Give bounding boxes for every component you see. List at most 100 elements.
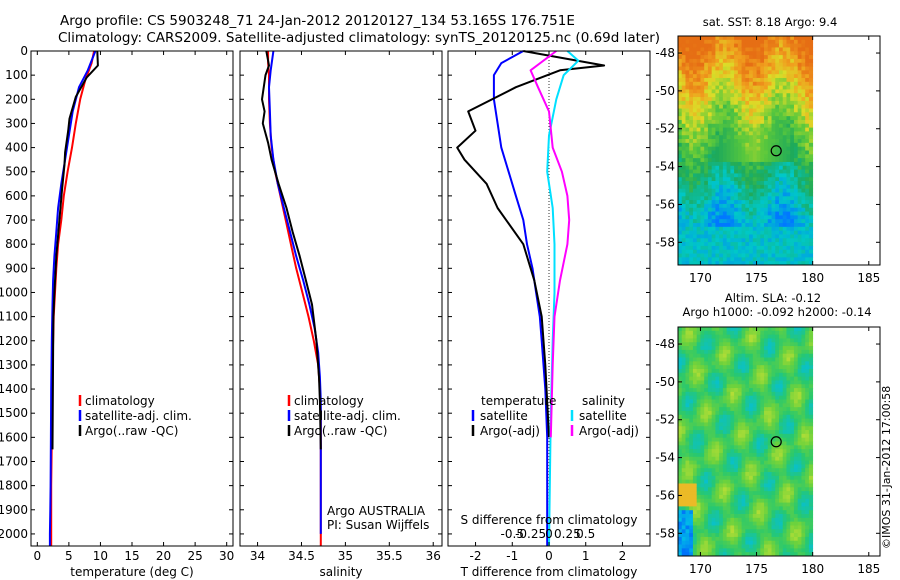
y-tick-label: 400 bbox=[5, 141, 28, 155]
float-position-marker bbox=[770, 436, 782, 448]
map-frame bbox=[677, 326, 881, 557]
legend-label: Argo(-adj) bbox=[480, 424, 540, 438]
map-title: sat. SST: 8.18 Argo: 9.4 bbox=[703, 15, 838, 29]
y-tick-label: 600 bbox=[5, 189, 28, 203]
panel-temperature: 0 100 200 300 400 500 600 700 800 900 1000 1100 1200… bbox=[0, 44, 234, 579]
legend-title: salinity bbox=[582, 394, 625, 408]
y-tick-label: 1700 bbox=[0, 454, 28, 468]
x-axis-label: salinity bbox=[319, 565, 362, 579]
y-tick-label: 1100 bbox=[0, 310, 28, 324]
x-tick-label: 180 bbox=[801, 562, 824, 576]
x-tick-label: 5 bbox=[65, 549, 73, 563]
x-tick-label: 34 bbox=[250, 549, 265, 563]
legend-label: climatology bbox=[85, 394, 155, 408]
x-tick-label: 35.5 bbox=[376, 549, 403, 563]
map-subtitle: Argo h1000: -0.092 h2000: -0.14 bbox=[682, 305, 871, 319]
y-tick-label: 1000 bbox=[0, 285, 28, 299]
series-climatology bbox=[267, 51, 322, 546]
panel-sst_map: 170 175 180 185 -48 -50 -52 -54 -56 -58 sat. SST: … bbox=[655, 15, 881, 285]
y-tick-label: -48 bbox=[655, 337, 675, 351]
series-climatology bbox=[50, 50, 96, 546]
x-axis-label: T difference from climatology bbox=[460, 565, 638, 579]
x-tick-label: 180 bbox=[801, 271, 824, 285]
x-tick-label: 170 bbox=[689, 562, 712, 576]
legend-label: Argo(-adj) bbox=[579, 424, 639, 438]
y-tick-label: 1500 bbox=[0, 406, 28, 420]
plot-frame bbox=[239, 50, 443, 547]
legend-label: Argo(..raw -QC) bbox=[85, 424, 178, 438]
y-tick-label: 900 bbox=[5, 261, 28, 275]
x-tick-label: 1 bbox=[582, 549, 590, 563]
x-tick-label: 36 bbox=[426, 549, 441, 563]
x-tick-label: 170 bbox=[689, 271, 712, 285]
y-tick-label: 1800 bbox=[0, 479, 28, 493]
float-position-marker bbox=[770, 145, 782, 157]
s-axis-label: S difference from climatology bbox=[461, 513, 638, 527]
x-tick-label: 30 bbox=[219, 549, 234, 563]
legend-label: climatology bbox=[294, 394, 364, 408]
heatmap-cells bbox=[678, 327, 814, 557]
y-tick-label: -54 bbox=[655, 160, 675, 174]
s-tick-label: 0.25 bbox=[554, 527, 581, 541]
y-tick-label: 500 bbox=[5, 165, 28, 179]
s-tick-label: 0 bbox=[545, 527, 553, 541]
s-tick-label: 0.5 bbox=[576, 527, 595, 541]
x-tick-label: 25 bbox=[187, 549, 202, 563]
annotation-text: PI: Susan Wijffels bbox=[327, 518, 429, 532]
y-tick-label: -50 bbox=[655, 84, 675, 98]
y-tick-label: -52 bbox=[655, 413, 675, 427]
x-tick-label: 175 bbox=[745, 271, 768, 285]
y-tick-label: 1900 bbox=[0, 503, 28, 517]
x-tick-label: 185 bbox=[857, 271, 880, 285]
y-tick-label: 300 bbox=[5, 116, 28, 130]
panel-differences: -2 -1 0 1 2 T difference from climatology -0.5… bbox=[447, 50, 651, 579]
header-line-1: Argo profile: CS 5903248_71 24-Jan-2012 … bbox=[60, 13, 575, 29]
x-tick-label: -2 bbox=[470, 549, 482, 563]
series-satellite bbox=[546, 50, 580, 547]
heatmap-cells bbox=[678, 36, 814, 266]
y-tick-label: 800 bbox=[5, 237, 28, 251]
map-title: Altim. SLA: -0.12 bbox=[725, 291, 821, 305]
x-tick-label: 10 bbox=[93, 549, 108, 563]
series-satellite-adj-clim- bbox=[48, 50, 97, 546]
y-tick-label: 1400 bbox=[0, 382, 28, 396]
x-tick-label: 0 bbox=[33, 549, 41, 563]
y-tick-label: -52 bbox=[655, 122, 675, 136]
legend-label: satellite bbox=[579, 409, 627, 423]
x-axis-label: temperature (deg C) bbox=[70, 565, 193, 579]
annotation-text: Argo AUSTRALIA bbox=[327, 504, 426, 518]
y-tick-label: 700 bbox=[5, 213, 28, 227]
y-tick-label: 100 bbox=[5, 68, 28, 82]
y-tick-label: 1300 bbox=[0, 358, 28, 372]
x-tick-label: 15 bbox=[124, 549, 139, 563]
y-tick-label: 1600 bbox=[0, 430, 28, 444]
x-tick-label: 20 bbox=[156, 549, 171, 563]
imos-watermark: ©IMOS 31-Jan-2012 17:00:58 bbox=[880, 386, 893, 549]
y-tick-label: -58 bbox=[655, 526, 675, 540]
legend-label: satellite bbox=[480, 409, 528, 423]
x-tick-label: 2 bbox=[619, 549, 627, 563]
legend-label: Argo(..raw -QC) bbox=[294, 424, 387, 438]
x-tick-label: 185 bbox=[857, 562, 880, 576]
x-tick-label: 34.5 bbox=[288, 549, 315, 563]
plot-frame bbox=[30, 50, 234, 547]
y-tick-label: -56 bbox=[655, 488, 675, 502]
panel-salinity: 34 34.5 35 35.5 36 salinity climatologysatelli… bbox=[239, 50, 443, 579]
y-tick-label: -58 bbox=[655, 235, 675, 249]
header-line-2: Climatology: CARS2009. Satellite-adjuste… bbox=[58, 30, 660, 46]
series-argo-raw-qc- bbox=[51, 50, 99, 450]
series-argo-adj- bbox=[529, 50, 571, 438]
series-satellite-adj-clim- bbox=[268, 50, 322, 534]
x-tick-label: 35 bbox=[338, 549, 353, 563]
y-tick-label: -56 bbox=[655, 197, 675, 211]
series-argo-adj- bbox=[456, 50, 606, 438]
s-tick-label: -0.25 bbox=[515, 527, 546, 541]
y-tick-label: 200 bbox=[5, 92, 28, 106]
y-tick-label: -48 bbox=[655, 46, 675, 60]
panel-sla_map: 170 175 180 185 -48 -50 -52 -54 -56 -58 Altim. SLA… bbox=[655, 291, 881, 576]
legend-label: satellite-adj. clim. bbox=[294, 409, 401, 423]
y-tick-label: 1200 bbox=[0, 334, 28, 348]
x-tick-label: 175 bbox=[745, 562, 768, 576]
x-tick-label: -1 bbox=[506, 549, 518, 563]
